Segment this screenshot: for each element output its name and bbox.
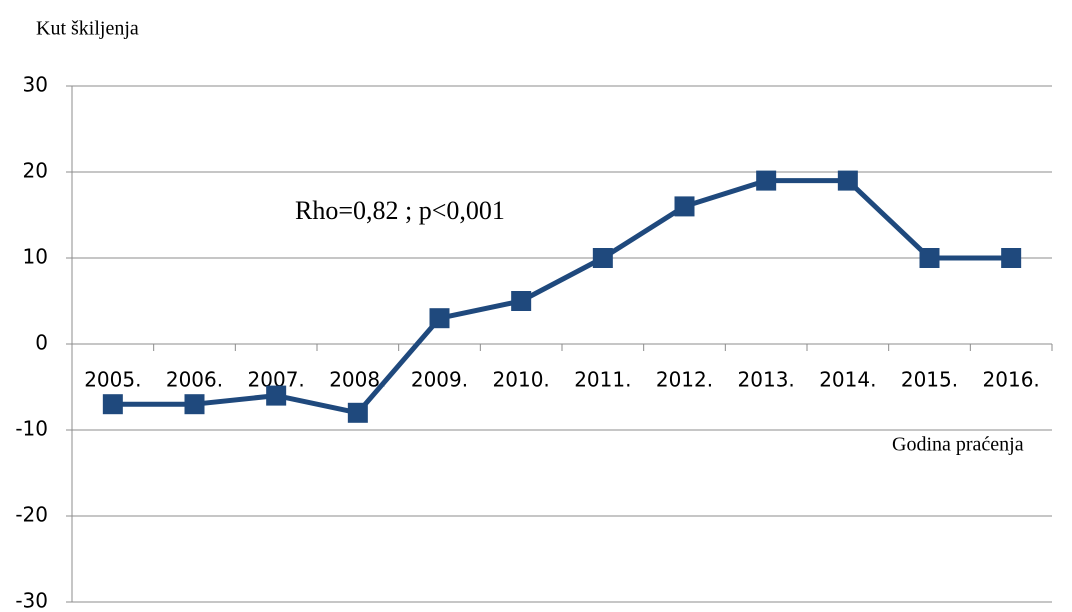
y-axis-label: Kut škiljenja xyxy=(36,18,139,40)
x-axis-label: Godina praćenja xyxy=(892,434,1024,456)
y-tick-label: -30 xyxy=(15,589,48,612)
x-tick-label: 2013. xyxy=(738,368,795,392)
y-tick-label: 10 xyxy=(23,245,48,269)
data-marker xyxy=(837,170,858,191)
data-line xyxy=(112,178,1012,416)
data-marker xyxy=(266,385,287,406)
x-tick-label: 2006. xyxy=(166,368,223,392)
data-marker xyxy=(511,291,532,311)
data-marker xyxy=(347,402,368,423)
x-tick-label: 2012. xyxy=(656,368,713,392)
data-marker xyxy=(674,196,695,217)
y-tick-label: -20 xyxy=(15,503,48,527)
data-marker xyxy=(919,248,940,268)
x-tick-label: 2016. xyxy=(983,368,1040,392)
x-tick-label: 2015. xyxy=(901,368,958,392)
data-marker xyxy=(756,170,777,191)
data-marker xyxy=(184,394,205,415)
data-marker xyxy=(592,248,613,268)
x-tick-label: 2011. xyxy=(574,368,631,392)
y-tick-label: 0 xyxy=(35,331,48,355)
x-tick-label: 2010. xyxy=(493,368,550,392)
y-tick-label: 20 xyxy=(23,159,48,183)
x-tick-label: 2009. xyxy=(411,368,468,392)
data-marker xyxy=(429,308,450,329)
data-marker xyxy=(102,394,123,415)
data-marker xyxy=(1001,248,1022,268)
y-tick-label: -10 xyxy=(15,417,48,441)
x-tick-label: 2014. xyxy=(819,368,876,392)
annotation: Rho=0,82 ; p<0,001 xyxy=(295,196,505,225)
x-tick-label: 2005. xyxy=(84,368,141,392)
y-tick-label: 30 xyxy=(23,73,48,97)
